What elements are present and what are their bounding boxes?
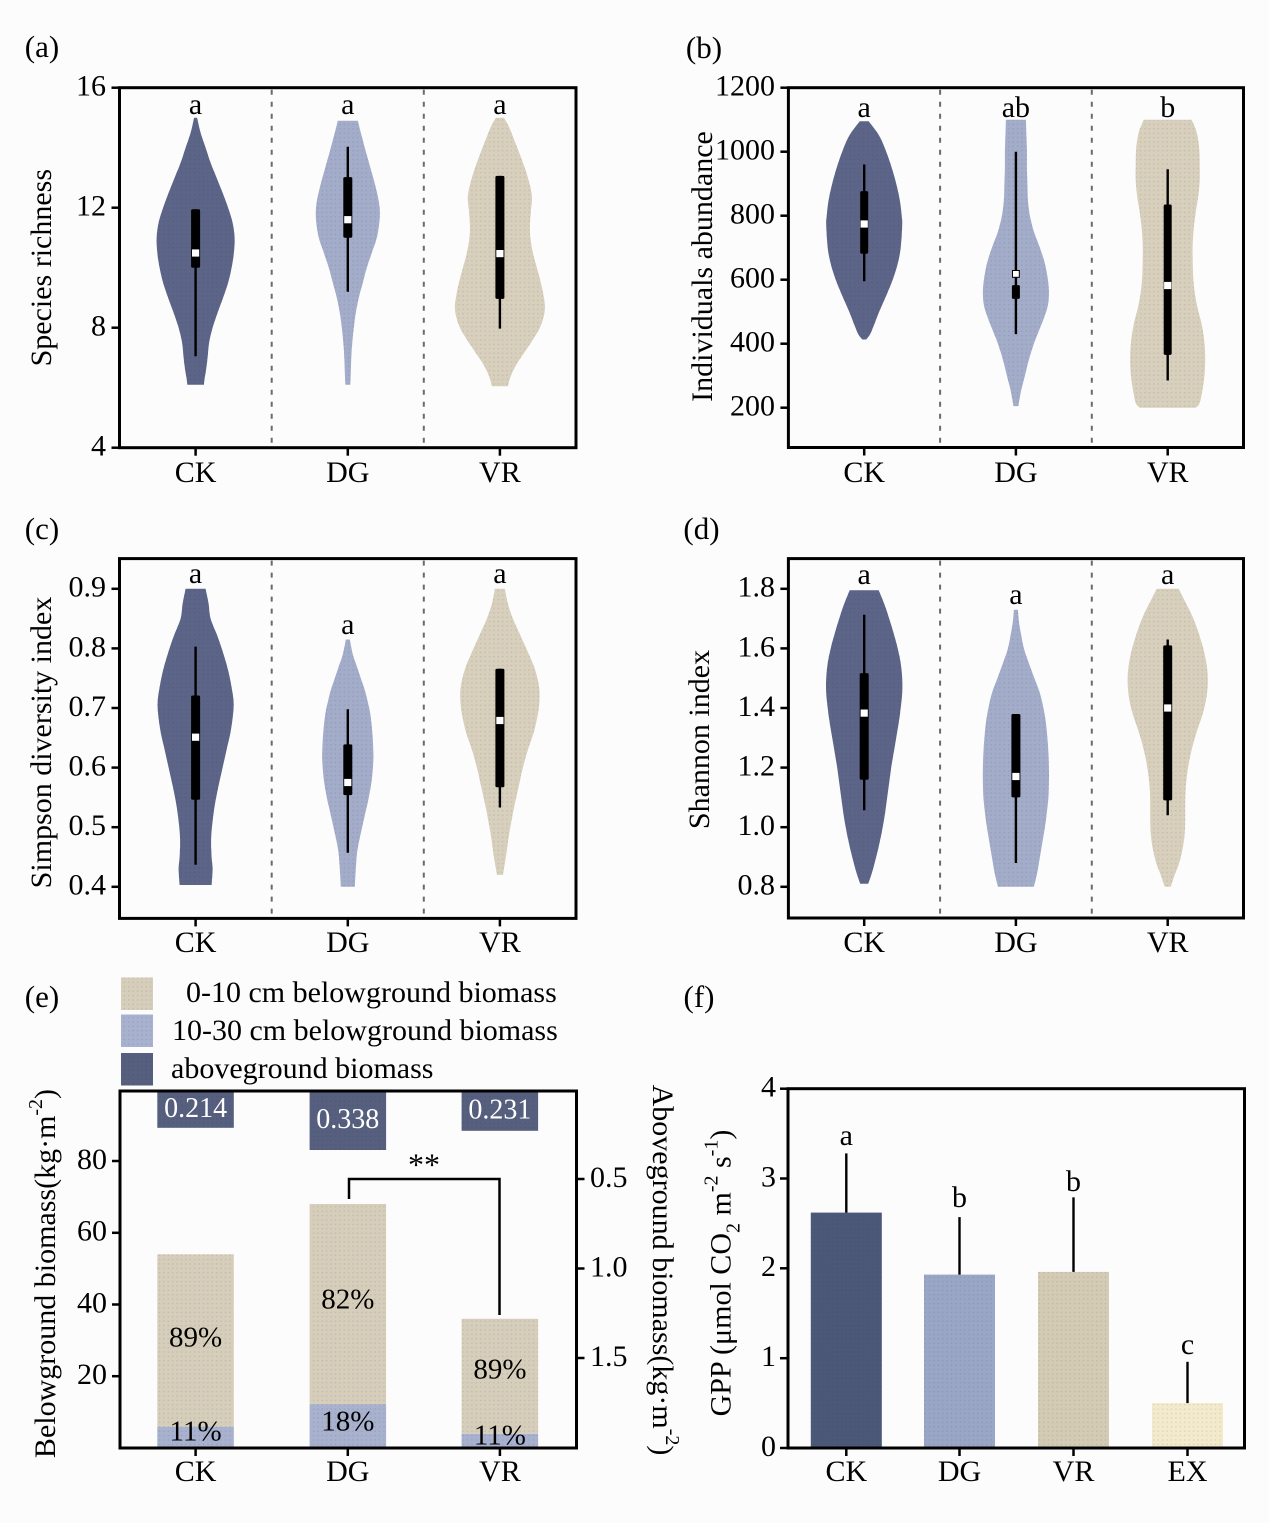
svg-text:11%: 11% xyxy=(170,1416,222,1448)
svg-text:16: 16 xyxy=(76,70,106,103)
svg-text:(b): (b) xyxy=(686,30,722,65)
svg-text:(f): (f) xyxy=(684,979,715,1014)
svg-text:82%: 82% xyxy=(321,1284,374,1316)
svg-text:a: a xyxy=(493,557,506,590)
svg-text:Simpson diversity index: Simpson diversity index xyxy=(25,597,58,889)
svg-text:10-30 cm belowground biomass: 10-30 cm belowground biomass xyxy=(172,1014,558,1047)
svg-text:Belowground biomass(kg·m-2): Belowground biomass(kg·m-2) xyxy=(25,1089,62,1458)
svg-text:a: a xyxy=(840,1119,853,1152)
svg-text:3: 3 xyxy=(761,1160,776,1193)
svg-text:0.231: 0.231 xyxy=(468,1094,531,1125)
svg-text:b: b xyxy=(952,1181,967,1214)
svg-text:60: 60 xyxy=(77,1215,107,1248)
svg-text:4: 4 xyxy=(91,430,106,463)
svg-text:DG: DG xyxy=(994,456,1037,489)
svg-text:1.6: 1.6 xyxy=(738,630,776,663)
svg-text:DG: DG xyxy=(326,456,369,489)
svg-text:a: a xyxy=(1161,558,1174,591)
svg-text:EX: EX xyxy=(1168,1455,1208,1488)
svg-text:VR: VR xyxy=(479,1455,521,1488)
svg-text:CK: CK xyxy=(175,456,217,489)
svg-text:89%: 89% xyxy=(473,1354,526,1386)
svg-text:**: ** xyxy=(408,1146,440,1182)
svg-text:CK: CK xyxy=(825,1455,867,1488)
svg-text:89%: 89% xyxy=(169,1322,222,1354)
svg-text:18%: 18% xyxy=(321,1406,374,1438)
svg-text:a: a xyxy=(341,608,354,641)
svg-text:VR: VR xyxy=(1053,1455,1095,1488)
svg-text:a: a xyxy=(493,88,506,121)
svg-text:a: a xyxy=(189,88,202,121)
svg-text:aboveground biomass: aboveground biomass xyxy=(171,1052,433,1085)
svg-text:ab: ab xyxy=(1002,91,1030,124)
svg-text:1.2: 1.2 xyxy=(738,749,776,782)
svg-text:0.8: 0.8 xyxy=(69,630,107,663)
svg-text:200: 200 xyxy=(730,390,775,423)
svg-text:2: 2 xyxy=(761,1250,776,1283)
svg-text:b: b xyxy=(1066,1165,1081,1198)
svg-text:Shannon index: Shannon index xyxy=(683,650,716,829)
svg-text:(c): (c) xyxy=(25,511,59,546)
svg-text:400: 400 xyxy=(730,326,775,359)
svg-text:Aboveground biomass(kg·m-2): Aboveground biomass(kg·m-2) xyxy=(646,1085,683,1456)
svg-text:0.5: 0.5 xyxy=(590,1161,628,1194)
svg-text:0: 0 xyxy=(761,1430,776,1463)
svg-text:DG: DG xyxy=(326,1455,369,1488)
svg-text:1000: 1000 xyxy=(715,134,775,167)
svg-text:0.7: 0.7 xyxy=(69,690,107,723)
svg-text:a: a xyxy=(189,557,202,590)
svg-text:DG: DG xyxy=(326,926,369,959)
svg-text:0.6: 0.6 xyxy=(69,749,107,782)
svg-text:1.0: 1.0 xyxy=(590,1250,628,1283)
svg-text:12: 12 xyxy=(76,190,106,223)
svg-text:80: 80 xyxy=(77,1143,107,1176)
svg-text:a: a xyxy=(341,88,354,121)
svg-text:CK: CK xyxy=(843,456,885,489)
svg-text:a: a xyxy=(858,558,871,591)
svg-text:1: 1 xyxy=(761,1340,776,1373)
svg-text:a: a xyxy=(858,91,871,124)
svg-text:VR: VR xyxy=(479,926,521,959)
svg-text:20: 20 xyxy=(77,1358,107,1391)
svg-text:40: 40 xyxy=(77,1286,107,1319)
svg-text:1.0: 1.0 xyxy=(738,809,776,842)
svg-text:(d): (d) xyxy=(683,511,719,546)
svg-text:VR: VR xyxy=(1147,456,1189,489)
svg-text:0.338: 0.338 xyxy=(316,1104,379,1135)
svg-text:0-10 cm belowground biomass: 0-10 cm belowground biomass xyxy=(186,976,557,1009)
svg-text:1.4: 1.4 xyxy=(738,690,776,723)
svg-text:0.9: 0.9 xyxy=(69,571,107,604)
svg-text:DG: DG xyxy=(994,926,1037,959)
svg-text:VR: VR xyxy=(479,456,521,489)
svg-text:1.8: 1.8 xyxy=(738,571,776,604)
svg-text:CK: CK xyxy=(175,1455,217,1488)
svg-text:1.5: 1.5 xyxy=(590,1340,628,1373)
svg-text:1200: 1200 xyxy=(715,70,775,103)
svg-text:Individuals abundance: Individuals abundance xyxy=(686,131,719,402)
svg-text:(e): (e) xyxy=(25,979,59,1014)
svg-text:0.5: 0.5 xyxy=(69,809,107,842)
svg-text:800: 800 xyxy=(730,198,775,231)
svg-text:b: b xyxy=(1160,91,1175,124)
svg-text:4: 4 xyxy=(761,1071,776,1104)
svg-text:(a): (a) xyxy=(25,29,59,64)
svg-text:0.214: 0.214 xyxy=(164,1093,227,1124)
svg-text:Species richness: Species richness xyxy=(25,169,58,366)
svg-text:0.8: 0.8 xyxy=(738,869,776,902)
svg-text:8: 8 xyxy=(91,310,106,343)
svg-text:11%: 11% xyxy=(474,1420,526,1452)
svg-text:0.4: 0.4 xyxy=(69,869,107,902)
svg-text:c: c xyxy=(1181,1328,1194,1361)
svg-text:a: a xyxy=(1009,578,1022,611)
svg-text:VR: VR xyxy=(1147,926,1189,959)
svg-text:CK: CK xyxy=(843,926,885,959)
svg-text:600: 600 xyxy=(730,262,775,295)
svg-text:DG: DG xyxy=(938,1455,981,1488)
svg-text:CK: CK xyxy=(175,926,217,959)
